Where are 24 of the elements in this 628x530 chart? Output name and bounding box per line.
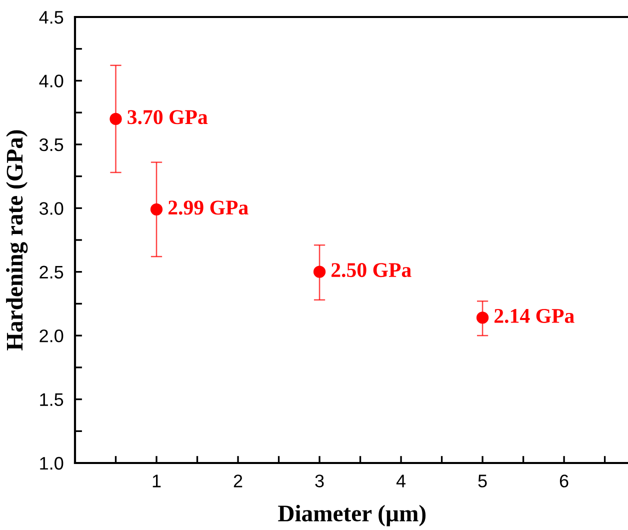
y-tick-label: 1.0 bbox=[40, 456, 64, 470]
x-tick-label: 2 bbox=[234, 474, 242, 488]
point bbox=[150, 203, 163, 216]
point bbox=[476, 312, 489, 324]
x-tick-label: 4 bbox=[396, 474, 406, 488]
y-tick-label: 4.5 bbox=[39, 11, 64, 24]
x-axis-title: Diameter (µm) bbox=[278, 504, 426, 526]
point bbox=[110, 112, 122, 126]
y-tick-label: 2.0 bbox=[40, 330, 64, 342]
x-tick-label: 6 bbox=[560, 474, 568, 488]
y-tick-label: 3.5 bbox=[39, 138, 64, 152]
x-tick-label: 1 bbox=[152, 474, 161, 488]
annotation: 2.50 GPa bbox=[332, 263, 412, 278]
x-tick-label: 5 bbox=[478, 474, 487, 488]
annotation: 3.70 GPa bbox=[128, 110, 208, 124]
y-tick-label: 4.0 bbox=[39, 74, 64, 88]
y-tick-label: 2.5 bbox=[40, 266, 64, 279]
y-tick-label: 1.5 bbox=[40, 393, 64, 406]
annotation: 2.14 GPa bbox=[494, 308, 574, 324]
y-tick-label: 3.0 bbox=[39, 202, 64, 215]
point bbox=[313, 266, 326, 278]
x-tick-label: 3 bbox=[315, 474, 324, 488]
y-axis-title: Hardening rate (GPa) bbox=[6, 130, 28, 350]
annotation: 2.99 GPa bbox=[168, 200, 248, 215]
